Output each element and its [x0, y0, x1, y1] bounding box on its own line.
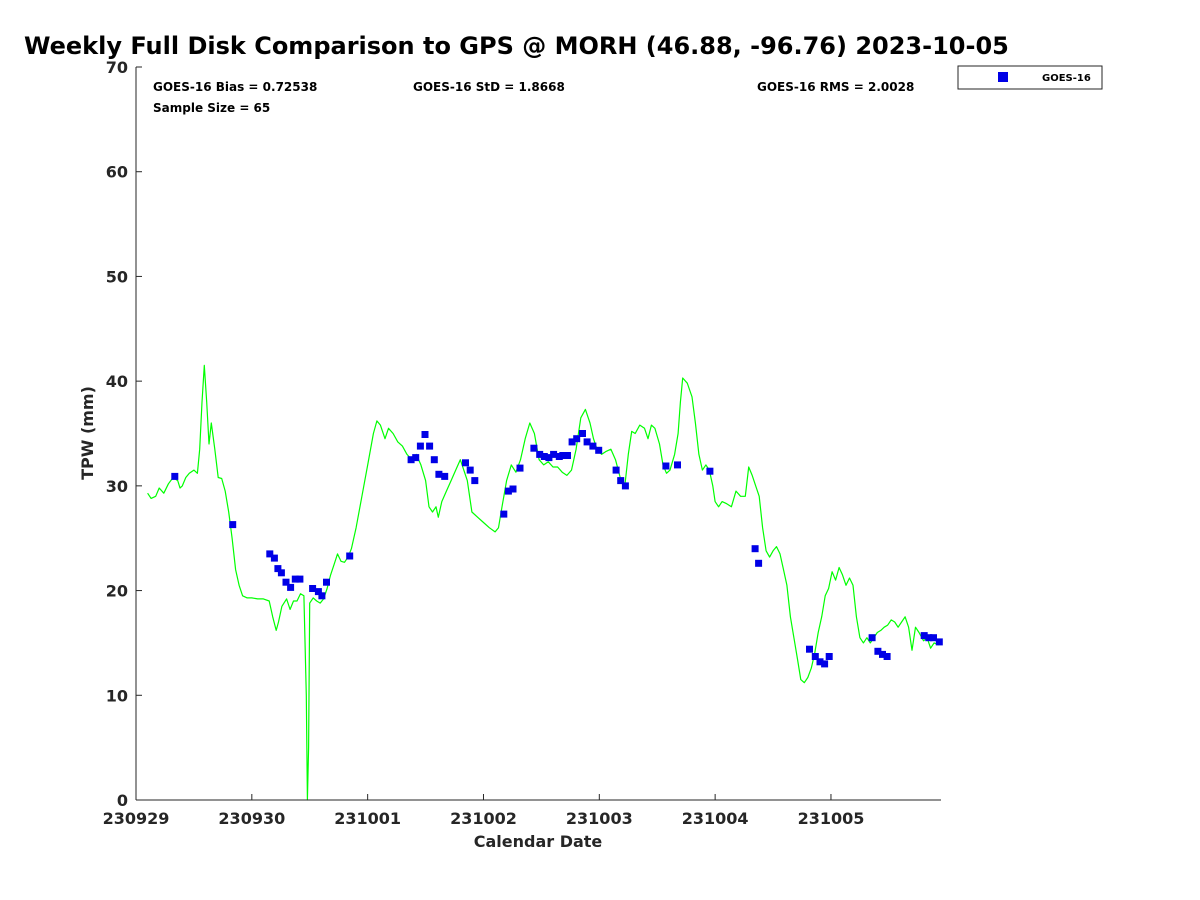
goes16-point	[509, 485, 517, 493]
gps-line	[147, 364, 939, 801]
x-ticks: 230929 230930 231001 231002 231003 231004 2310…	[103, 794, 865, 828]
goes16-point	[277, 569, 285, 577]
goes16-point	[407, 456, 415, 464]
x-tick-label: 231004	[682, 809, 749, 828]
x-tick-label: 231001	[334, 809, 401, 828]
goes16-point	[471, 477, 479, 485]
goes16-point	[530, 444, 538, 452]
goes16-point	[291, 575, 299, 583]
x-tick-label: 231005	[798, 809, 865, 828]
goes16-point	[816, 658, 824, 666]
goes16-point	[883, 653, 891, 660]
x-tick-label: 230930	[218, 809, 285, 828]
goes16-point	[879, 650, 886, 658]
goes16-point	[595, 446, 603, 454]
goes16-point	[545, 454, 553, 462]
goes16-point	[583, 438, 591, 446]
goes16-point	[811, 653, 819, 660]
goes16-point	[874, 647, 882, 655]
goes16-point	[536, 450, 544, 458]
y-tick-label: 30	[106, 477, 128, 496]
goes16-point	[462, 459, 469, 467]
goes16-point	[930, 634, 937, 642]
rms-stat: GOES-16 RMS = 2.0028	[757, 80, 914, 94]
x-tick-label: 231003	[566, 809, 633, 828]
goes16-point	[430, 456, 438, 464]
goes16-point	[868, 634, 876, 642]
goes16-point	[466, 466, 474, 474]
axes	[135, 67, 941, 801]
goes16-point	[925, 634, 933, 642]
std-stat: GOES-16 StD = 1.8668	[413, 80, 565, 94]
goes16-point	[589, 442, 597, 450]
y-tick-label: 50	[106, 267, 128, 286]
plot-area	[147, 364, 943, 801]
goes16-point	[825, 653, 833, 660]
goes16-point	[229, 521, 237, 529]
goes16-point	[516, 464, 524, 472]
goes16-point	[706, 467, 714, 475]
goes16-point	[314, 588, 322, 596]
goes16-point	[412, 454, 420, 462]
y-ticks: 0 10 20 30 40 50 60 70	[106, 58, 142, 810]
goes16-point	[309, 585, 317, 592]
goes16-point	[435, 470, 443, 478]
goes16-point	[674, 461, 681, 469]
y-tick-label: 20	[106, 582, 128, 601]
chart-title: Weekly Full Disk Comparison to GPS @ MOR…	[24, 32, 1009, 60]
goes16-point	[662, 462, 670, 470]
goes16-point	[821, 660, 829, 668]
goes16-point	[274, 565, 282, 573]
goes16-point	[282, 578, 290, 586]
goes16-point	[751, 545, 759, 553]
goes16-point	[426, 442, 434, 450]
legend-box	[957, 65, 1103, 90]
x-axis-label: Calendar Date	[474, 832, 603, 851]
legend-marker-goes16	[998, 72, 1008, 82]
goes16-point	[755, 559, 763, 567]
goes16-point	[504, 487, 512, 495]
goes16-point	[346, 552, 354, 560]
y-tick-label: 40	[106, 372, 128, 391]
goes16-point	[270, 554, 278, 562]
y-axis-label: TPW (mm)	[78, 386, 97, 480]
goes16-point	[421, 431, 429, 438]
x-tick-label: 230929	[103, 809, 170, 828]
y-tick-label: 10	[106, 686, 128, 705]
y-tick-label: 0	[117, 791, 128, 810]
goes16-point	[441, 472, 449, 480]
goes16-point	[564, 452, 571, 459]
goes16-point	[287, 583, 295, 591]
goes16-point	[540, 453, 548, 460]
goes16-point	[318, 592, 326, 600]
goes16-point	[579, 430, 586, 437]
goes16-point	[568, 438, 576, 446]
goes16-point	[612, 466, 620, 474]
y-tick-label: 60	[106, 163, 128, 182]
goes16-point	[621, 482, 629, 490]
goes16-point	[806, 645, 813, 653]
goes16-point	[171, 472, 179, 480]
goes16-point	[296, 575, 304, 583]
goes16-point	[323, 578, 330, 586]
y-tick-label: 70	[106, 58, 128, 77]
goes16-point	[920, 632, 928, 640]
goes16-point	[617, 477, 625, 485]
legend-label-goes16: GOES-16	[1042, 73, 1091, 84]
goes16-point	[550, 450, 558, 458]
goes16-point	[500, 510, 508, 518]
x-tick-label: 231002	[450, 809, 517, 828]
goes16-point	[559, 452, 567, 459]
sample-size-stat: Sample Size = 65	[153, 101, 270, 115]
goes16-point	[416, 442, 424, 450]
goes16-point	[573, 435, 581, 443]
goes16-point	[266, 550, 274, 558]
goes16-point	[935, 638, 943, 646]
bias-stat: GOES-16 Bias = 0.72538	[153, 80, 317, 94]
legend: GOES-16	[957, 65, 1103, 90]
